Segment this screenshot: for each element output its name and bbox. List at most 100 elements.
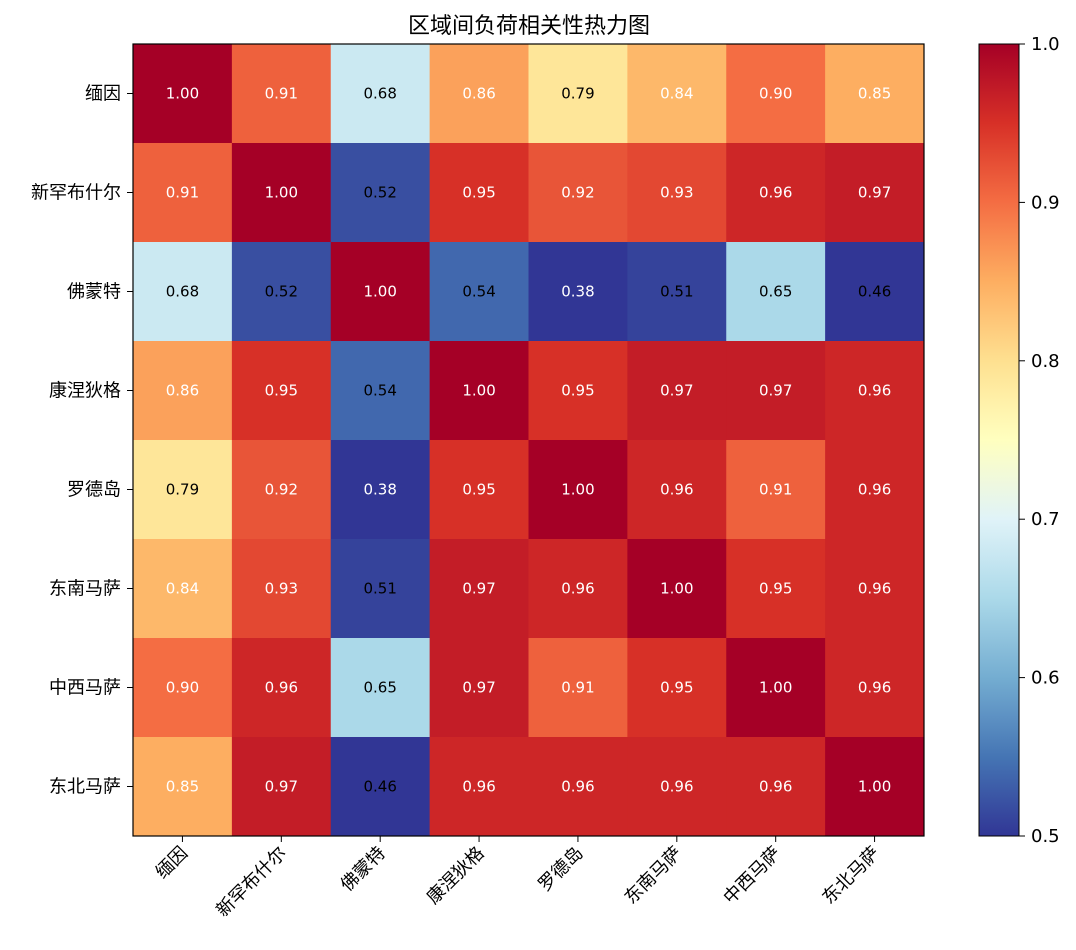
heatmap-cell: [627, 737, 727, 837]
heatmap-cell: [330, 44, 431, 144]
heatmap-cell: [231, 539, 332, 639]
y-tick-label: 佛蒙特: [67, 282, 121, 303]
heatmap-cell: [429, 44, 529, 144]
cell-value-label: 0.96: [858, 679, 891, 697]
heatmap-cell: [627, 638, 727, 738]
heatmap-cell: [825, 638, 925, 738]
cell-value-label: 0.84: [166, 580, 199, 598]
heatmap-cell: [825, 341, 925, 441]
cell-value-label: 0.51: [660, 283, 693, 301]
cell-value-label: 0.96: [660, 778, 693, 796]
heatmap-cell: [133, 737, 233, 837]
y-tick-label: 罗德岛: [67, 480, 121, 501]
heatmap-cell: [133, 539, 233, 639]
cell-value-label: 0.97: [759, 382, 792, 400]
cell-value-label: 0.86: [462, 85, 495, 103]
heatmap-cell: [825, 44, 925, 144]
heatmap-cell: [627, 341, 727, 441]
cell-value-label: 0.96: [858, 481, 891, 499]
heatmap-cell: [429, 242, 529, 342]
heatmap-cell: [330, 638, 431, 738]
heatmap-cell: [726, 638, 826, 738]
cell-value-label: 1.00: [462, 382, 495, 400]
heatmap-cell: [330, 341, 431, 441]
heatmap-cell: [726, 737, 826, 837]
cell-value-label: 0.93: [660, 184, 693, 202]
heatmap-cell: [231, 44, 332, 144]
heatmap-cell: [429, 638, 529, 738]
heatmap-cell: [726, 44, 826, 144]
heatmap-cell: [528, 638, 628, 738]
heatmap-cell: [726, 143, 826, 243]
cell-value-label: 0.68: [363, 85, 396, 103]
cell-value-label: 0.96: [561, 580, 594, 598]
heatmap-cell: [726, 539, 826, 639]
heatmap-cell-labels: 1.00 0.91 0.68 0.86 0.79 0.84 0.90 0.85 0.91 1.00…: [166, 85, 892, 796]
y-tick-label: 康涅狄格: [49, 381, 121, 402]
heatmap-cells: [133, 44, 925, 837]
cell-value-label: 0.95: [561, 382, 594, 400]
y-tick-label: 东北马萨: [49, 777, 121, 798]
cell-value-label: 0.95: [660, 679, 693, 697]
heatmap-cell: [528, 440, 628, 540]
heatmap-cell: [231, 341, 332, 441]
cell-value-label: 0.96: [858, 382, 891, 400]
cell-value-label: 0.97: [858, 184, 891, 202]
heatmap-cell: [231, 143, 332, 243]
x-tick-label: 东北马萨: [818, 843, 884, 909]
cell-value-label: 0.85: [166, 778, 199, 796]
cell-value-label: 0.65: [759, 283, 792, 301]
heatmap-cell: [133, 242, 233, 342]
y-tick-label: 新罕布什尔: [31, 183, 121, 204]
heatmap-cell: [133, 341, 233, 441]
colorbar-axis: 0.5 0.6 0.7 0.8 0.9 1.0: [1019, 34, 1060, 847]
heatmap-cell: [429, 341, 529, 441]
heatmap-cell: [627, 242, 727, 342]
cell-value-label: 0.91: [561, 679, 594, 697]
cell-value-label: 1.00: [660, 580, 693, 598]
heatmap-cell: [726, 341, 826, 441]
heatmap-cell: [330, 539, 431, 639]
heatmap-cell: [825, 440, 925, 540]
heatmap-cell: [133, 440, 233, 540]
cell-value-label: 1.00: [166, 85, 199, 103]
heatmap-cell: [825, 242, 925, 342]
cell-value-label: 0.90: [166, 679, 199, 697]
cell-value-label: 0.96: [759, 184, 792, 202]
x-tick-label: 缅因: [152, 843, 192, 883]
heatmap-cell: [330, 242, 431, 342]
cell-value-label: 0.97: [462, 679, 495, 697]
colorbar-tick-label: 0.7: [1031, 509, 1060, 530]
cell-value-label: 0.97: [462, 580, 495, 598]
cell-value-label: 0.91: [166, 184, 199, 202]
cell-value-label: 0.96: [462, 778, 495, 796]
cell-value-label: 0.95: [462, 184, 495, 202]
heatmap-cell: [528, 737, 628, 837]
cell-value-label: 0.54: [363, 382, 396, 400]
cell-value-label: 1.00: [363, 283, 396, 301]
cell-value-label: 1.00: [858, 778, 891, 796]
heatmap-cell: [133, 638, 233, 738]
heatmap-cell: [825, 539, 925, 639]
cell-value-label: 0.52: [265, 283, 298, 301]
colorbar-tick-label: 0.5: [1031, 826, 1060, 847]
cell-value-label: 0.92: [265, 481, 298, 499]
cell-value-label: 0.52: [363, 184, 396, 202]
colorbar-tick-label: 1.0: [1031, 34, 1060, 55]
cell-value-label: 0.95: [759, 580, 792, 598]
heatmap-cell: [825, 737, 925, 837]
cell-value-label: 1.00: [561, 481, 594, 499]
heatmap-cell: [528, 242, 628, 342]
cell-value-label: 0.90: [759, 85, 792, 103]
colorbar: [978, 43, 1020, 837]
heatmap-cell: [528, 143, 628, 243]
heatmap-cell: [429, 539, 529, 639]
cell-value-label: 0.97: [660, 382, 693, 400]
heatmap-cell: [429, 143, 529, 243]
cell-value-label: 0.51: [363, 580, 396, 598]
cell-value-label: 0.79: [166, 481, 199, 499]
heatmap-cell: [133, 44, 233, 144]
heatmap-cell: [330, 737, 431, 837]
cell-value-label: 0.84: [660, 85, 693, 103]
